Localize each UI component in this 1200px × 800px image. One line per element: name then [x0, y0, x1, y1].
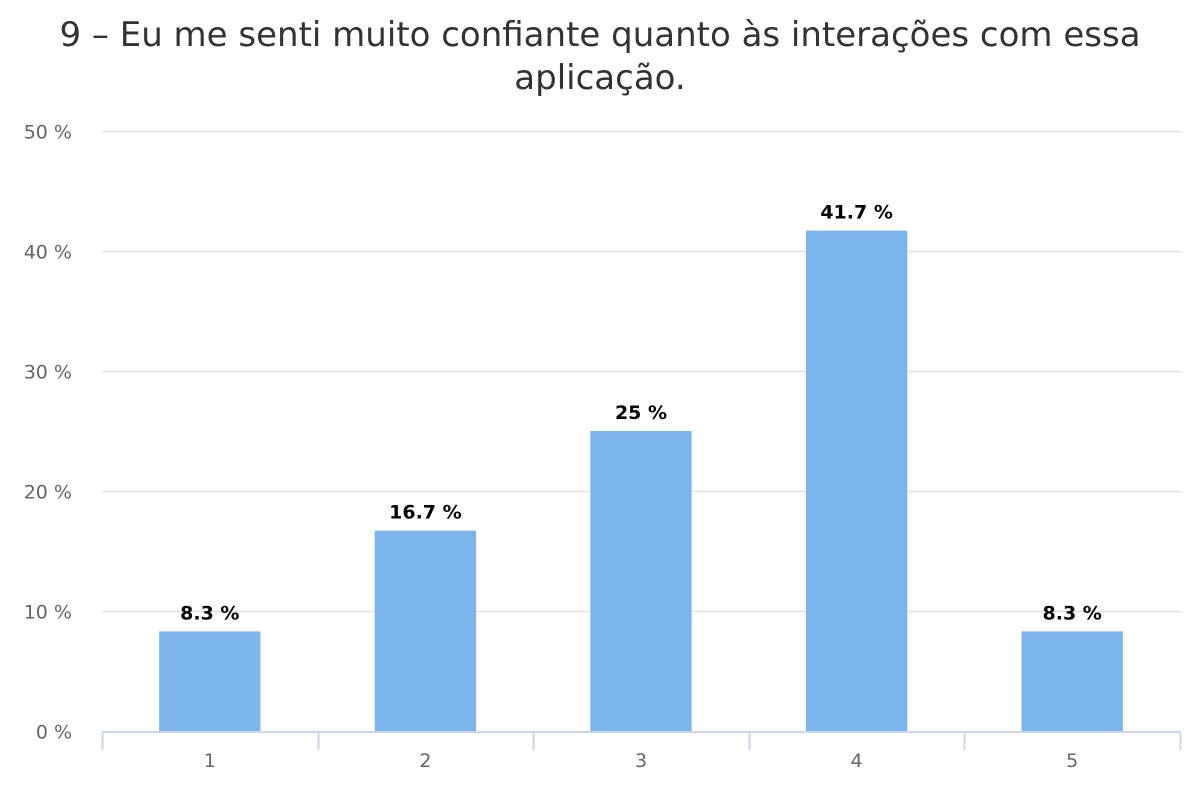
- x-tick-label: 3: [635, 750, 647, 772]
- data-label-4: 41.7 %: [820, 202, 893, 224]
- bar-5: [1021, 631, 1123, 731]
- bars: [159, 230, 1123, 731]
- chart-title: 9 – Eu me senti muito confiante quanto à…: [59, 15, 1141, 98]
- x-tick-label: 5: [1066, 750, 1078, 772]
- x-axis: 1 2 3 4 5: [101, 731, 1182, 772]
- y-axis-tick-labels: 0 % 10 % 20 % 30 % 40 % 50 %: [24, 122, 72, 744]
- y-tick-label: 40 %: [24, 242, 72, 264]
- data-labels: 8.3 % 16.7 % 25 % 41.7 % 8.3 %: [180, 202, 1102, 625]
- x-tick-label: 4: [851, 750, 863, 772]
- x-tick-label: 2: [419, 750, 431, 772]
- y-tick-label: 20 %: [24, 482, 72, 504]
- data-label-2: 16.7 %: [389, 502, 462, 524]
- bar-3: [590, 431, 692, 731]
- y-tick-label: 10 %: [24, 602, 72, 624]
- data-label-5: 8.3 %: [1043, 602, 1102, 624]
- data-label-3: 25 %: [615, 402, 667, 424]
- bar-1: [159, 631, 261, 731]
- x-tick-label: 1: [204, 750, 216, 772]
- y-tick-label: 0 %: [36, 722, 72, 744]
- y-tick-label: 30 %: [24, 362, 72, 384]
- data-label-1: 8.3 %: [180, 602, 239, 624]
- bar-2: [374, 530, 477, 731]
- bar-4: [805, 230, 908, 731]
- y-tick-label: 50 %: [24, 122, 72, 144]
